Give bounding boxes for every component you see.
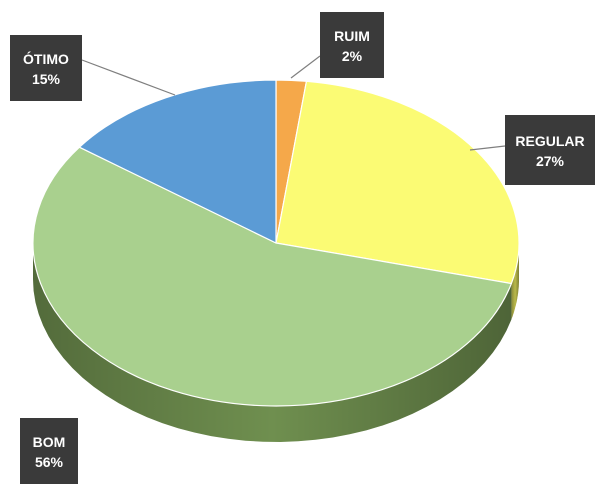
pie-slice-otimo <box>78 79 277 244</box>
data-label-percent-bom: 56% <box>35 454 64 470</box>
leader-line-otimo <box>81 59 176 96</box>
data-label-box-otimo <box>10 35 82 101</box>
data-labels: RUIM 2% REGULAR 27% BOM 56% ÓTIMO 15% <box>10 12 595 484</box>
data-label-box-bom <box>20 418 78 484</box>
pie-slice-regular <box>275 80 520 285</box>
data-label-box-regular <box>505 115 595 185</box>
pie-side-shade-regular <box>511 243 519 320</box>
data-label-percent-ruim: 2% <box>342 48 363 64</box>
data-label-regular: REGULAR 27% <box>505 115 595 185</box>
leader-line-ruim <box>290 55 321 79</box>
data-label-percent-regular: 27% <box>536 153 565 169</box>
data-label-box-ruim <box>320 12 384 78</box>
pie-slice-bom <box>32 146 512 407</box>
pie-side-shade-bom <box>33 243 512 442</box>
pie-side-layer <box>33 243 519 442</box>
data-label-otimo: ÓTIMO 15% <box>10 35 82 101</box>
data-label-category-otimo: ÓTIMO <box>23 50 69 67</box>
leader-line-regular <box>469 145 506 151</box>
pie-top-layer <box>32 79 520 407</box>
data-label-bom: BOM 56% <box>20 418 78 484</box>
data-label-category-ruim: RUIM <box>334 28 370 44</box>
data-label-ruim: RUIM 2% <box>320 12 384 78</box>
data-label-category-bom: BOM <box>33 434 66 450</box>
data-label-percent-otimo: 15% <box>32 71 61 87</box>
data-label-category-regular: REGULAR <box>515 133 584 149</box>
leader-lines <box>81 55 506 151</box>
